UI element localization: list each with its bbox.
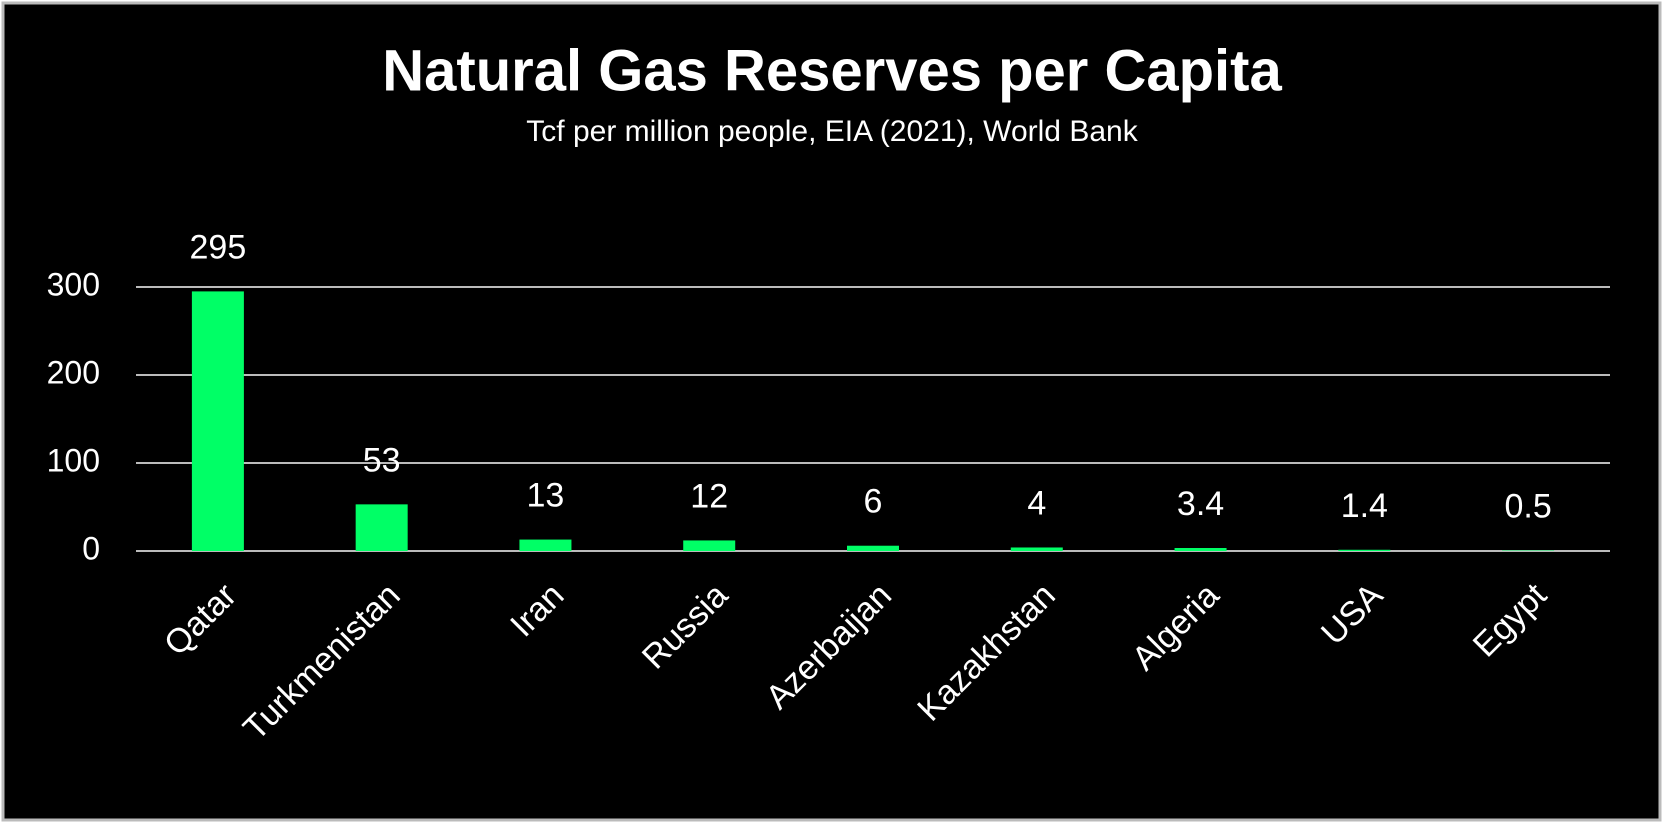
value-label: 13 [527, 477, 565, 515]
bar [519, 539, 572, 551]
bar [1338, 549, 1391, 551]
value-label: 53 [363, 441, 401, 479]
chart-title: Natural Gas Reserves per Capita [382, 38, 1282, 103]
bar [355, 504, 408, 551]
value-label: 12 [690, 477, 728, 515]
bar [683, 540, 736, 551]
value-label: 6 [864, 483, 883, 521]
y-tick-label: 100 [47, 442, 100, 478]
value-label: 1.4 [1341, 487, 1388, 525]
value-label: 4 [1027, 484, 1046, 522]
y-tick-label: 0 [82, 530, 100, 566]
y-tick-label: 300 [47, 266, 100, 302]
bar [847, 545, 899, 551]
y-tick-label: 200 [47, 354, 100, 390]
bar [1010, 547, 1063, 551]
bar [191, 291, 244, 551]
value-label: 0.5 [1504, 488, 1551, 526]
value-label: 295 [190, 228, 247, 266]
chart-subtitle: Tcf per million people, EIA (2021), Worl… [526, 115, 1138, 148]
value-label: 3.4 [1177, 485, 1224, 523]
bar [1174, 548, 1227, 551]
